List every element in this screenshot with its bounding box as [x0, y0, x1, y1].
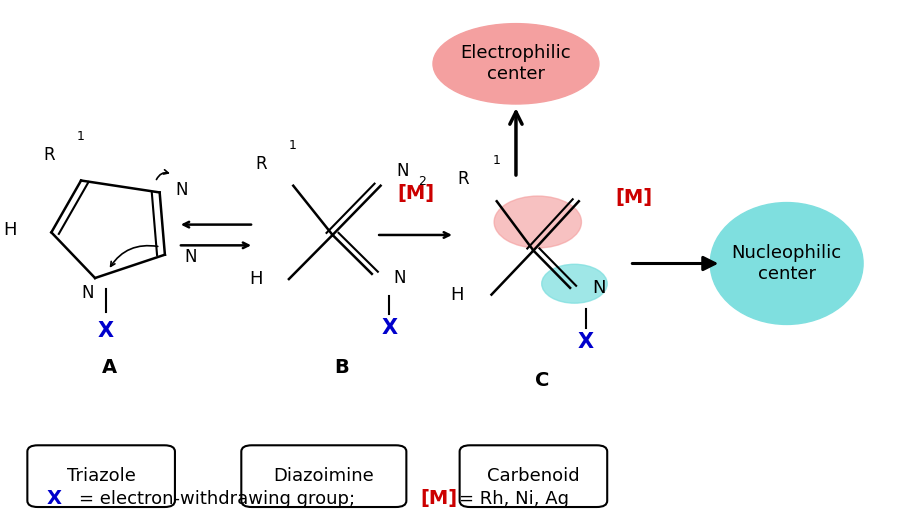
Text: [M]: [M]	[397, 184, 434, 203]
Text: C: C	[535, 370, 549, 389]
Ellipse shape	[710, 202, 863, 325]
FancyBboxPatch shape	[241, 445, 407, 507]
Text: N: N	[82, 284, 94, 301]
FancyBboxPatch shape	[27, 445, 175, 507]
Text: = Rh, Ni, Ag: = Rh, Ni, Ag	[459, 490, 569, 509]
Text: H: H	[249, 270, 263, 288]
FancyBboxPatch shape	[460, 445, 608, 507]
Text: N: N	[184, 248, 196, 266]
Text: 1: 1	[76, 130, 85, 143]
FancyArrowPatch shape	[111, 246, 158, 266]
Text: X: X	[47, 489, 62, 509]
Text: Carbenoid: Carbenoid	[487, 467, 580, 485]
Text: X: X	[382, 318, 398, 338]
Text: R: R	[43, 145, 55, 163]
Text: 1: 1	[289, 139, 297, 152]
Ellipse shape	[433, 24, 598, 104]
Text: N: N	[592, 279, 606, 297]
Text: Nucleophilic
center: Nucleophilic center	[732, 244, 842, 283]
Text: [M]: [M]	[420, 489, 457, 509]
Text: N: N	[393, 269, 406, 287]
Ellipse shape	[494, 196, 581, 248]
Text: B: B	[334, 358, 348, 377]
Text: Diazoimine: Diazoimine	[274, 467, 374, 485]
Text: = electron-withdrawing group;: = electron-withdrawing group;	[79, 490, 361, 509]
Text: N: N	[176, 181, 188, 199]
Text: [M]: [M]	[616, 188, 652, 207]
Text: H: H	[450, 286, 464, 304]
Text: R: R	[256, 155, 267, 173]
Text: 1: 1	[492, 154, 500, 167]
Text: X: X	[578, 333, 594, 353]
Text: N: N	[396, 162, 409, 180]
Text: Triazole: Triazole	[67, 467, 136, 485]
Text: A: A	[103, 358, 117, 377]
FancyArrowPatch shape	[157, 170, 168, 180]
Ellipse shape	[542, 264, 608, 303]
Text: 2: 2	[418, 175, 426, 188]
Text: Electrophilic
center: Electrophilic center	[461, 44, 572, 83]
Text: X: X	[97, 321, 113, 341]
Text: H: H	[3, 221, 16, 239]
Text: R: R	[457, 170, 469, 189]
